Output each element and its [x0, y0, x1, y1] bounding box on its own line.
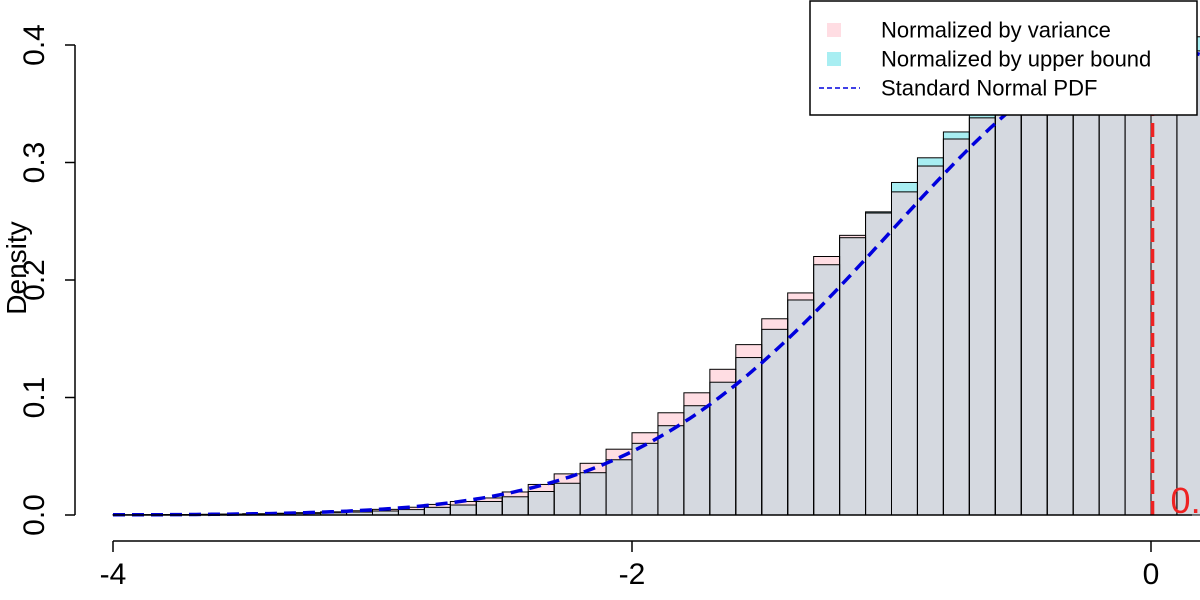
variance-bar — [761, 318, 788, 330]
x-tick-label: -4 — [100, 558, 127, 591]
standard-normal-pdf-line — [113, 44, 1200, 517]
variance-bar — [787, 292, 814, 300]
mean-annotation: 0.006 — [1171, 480, 1200, 521]
overlap-bar — [735, 357, 762, 515]
upper-bound-bar — [917, 157, 944, 167]
overlap-bar — [943, 139, 970, 515]
overlap-bar — [891, 191, 918, 515]
overlap-bar — [424, 507, 451, 515]
overlap-bar — [865, 213, 892, 515]
y-axis-title: Density — [1, 221, 32, 314]
variance-bar — [606, 449, 632, 460]
overlap-bar — [1176, 50, 1200, 515]
overlap-bar — [372, 511, 399, 515]
upper-bound-bar — [943, 131, 970, 139]
variance-bar — [528, 484, 555, 492]
variance-bar — [476, 497, 503, 502]
overlap-bar — [398, 509, 425, 515]
variance-bar — [398, 507, 425, 510]
overlap-bar — [839, 237, 866, 515]
variance-bar — [683, 392, 710, 406]
variance-bar — [735, 344, 762, 358]
overlap-bar — [346, 512, 373, 515]
x-tick-label: -2 — [619, 558, 646, 591]
overlap-bar — [1047, 61, 1074, 515]
overlap-bars — [113, 48, 1200, 516]
overlap-bar — [657, 425, 684, 515]
legend-label-variance: Normalized by variance — [881, 18, 1111, 43]
overlap-bar — [917, 166, 944, 515]
y-tick-label: 0.2 — [18, 259, 51, 301]
overlap-bar — [787, 299, 814, 515]
variance-bar — [839, 235, 866, 238]
overlap-bar — [709, 382, 736, 515]
overlap-bar — [450, 505, 477, 515]
overlap-bar — [969, 117, 996, 515]
upper-bound-bar — [865, 211, 892, 214]
x-tick-label: 0 — [1143, 558, 1160, 591]
overlap-bar — [580, 472, 607, 515]
overlap-bar — [528, 491, 555, 515]
legend-label-normal-pdf: Standard Normal PDF — [881, 76, 1097, 101]
upper-bound-bar — [969, 114, 996, 118]
y-tick-label: 0.1 — [18, 377, 51, 419]
y-tick-label: 0.4 — [18, 24, 51, 66]
legend-swatch-variance — [827, 23, 841, 37]
overlap-bar — [683, 405, 710, 515]
overlap-bar — [606, 459, 632, 515]
overlap-bar — [632, 443, 658, 515]
overlap-bar — [502, 496, 529, 515]
y-axis: 0.0 0.1 0.2 0.3 0.4 — [18, 24, 76, 536]
legend-swatch-upper-bound — [827, 52, 841, 66]
variance-bar — [657, 412, 684, 426]
legend: Normalized by variance Normalized by upp… — [809, 0, 1198, 116]
overlap-bar — [1099, 49, 1126, 515]
variance-bar — [632, 432, 658, 444]
overlap-bar — [476, 501, 503, 515]
legend-label-upper-bound: Normalized by upper bound — [881, 47, 1151, 72]
variance-bar — [450, 501, 477, 506]
overlap-bar — [1073, 54, 1100, 516]
overlap-bar — [1021, 73, 1048, 515]
legend-box — [809, 0, 1198, 116]
variance-bar — [709, 369, 736, 383]
variance-bar — [502, 491, 529, 497]
overlap-bar — [554, 483, 581, 515]
overlap-bar — [320, 512, 347, 515]
overlap-bar — [1151, 49, 1177, 515]
overlap-bar — [813, 264, 840, 515]
y-tick-label: 0.0 — [18, 494, 51, 536]
overlap-bar — [995, 93, 1022, 516]
overlap-bar — [1125, 48, 1151, 516]
variance-bar — [346, 510, 373, 513]
variance-bar — [813, 256, 840, 265]
upper-bound-bar — [891, 182, 918, 192]
y-tick-label: 0.3 — [18, 142, 51, 184]
x-axis: -4-2024 — [100, 514, 1200, 591]
